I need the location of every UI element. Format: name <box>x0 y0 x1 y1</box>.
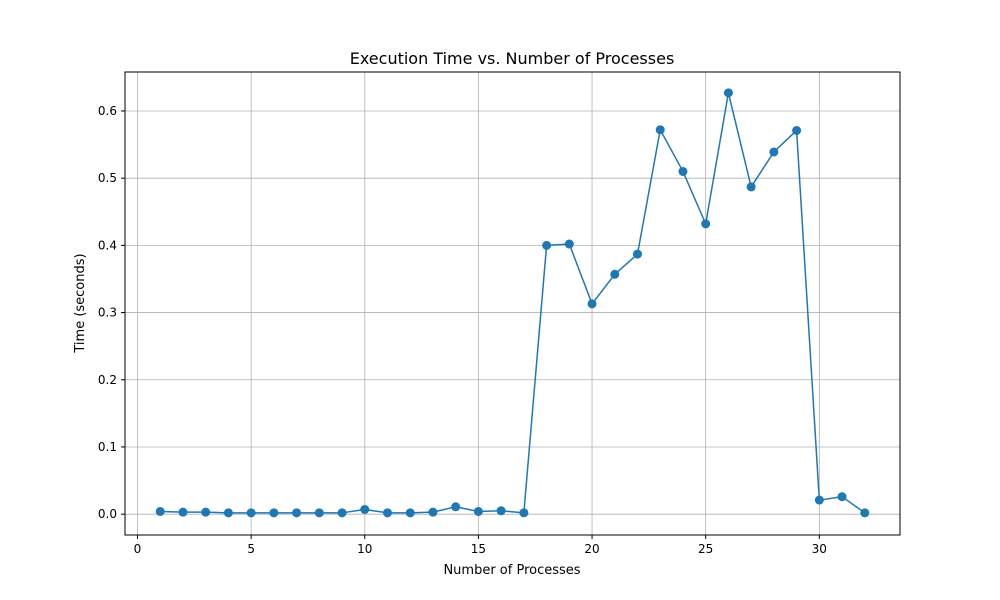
x-axis-ticks: 0 5 10 15 20 25 30 <box>134 535 827 556</box>
data-point <box>269 508 279 518</box>
data-point <box>360 504 370 514</box>
x-tick-label: 15 <box>471 542 486 556</box>
x-tick-label: 10 <box>357 542 372 556</box>
x-tick-label: 5 <box>247 542 255 556</box>
data-point <box>837 492 847 502</box>
data-point <box>428 507 438 517</box>
x-tick-label: 20 <box>584 542 599 556</box>
x-tick-label: 30 <box>812 542 827 556</box>
x-tick-label: 25 <box>698 542 713 556</box>
series <box>155 88 870 518</box>
data-point <box>723 88 733 98</box>
y-tick-label: 0.0 <box>98 507 117 521</box>
data-point <box>451 502 461 512</box>
y-tick-label: 0.1 <box>98 440 117 454</box>
data-point <box>314 508 324 518</box>
data-point <box>383 508 392 518</box>
y-tick-label: 0.3 <box>98 306 117 320</box>
data-point <box>246 508 256 518</box>
x-tick-label: 0 <box>134 542 142 556</box>
data-point <box>701 219 711 229</box>
data-point <box>337 508 347 518</box>
data-point <box>223 508 233 518</box>
data-point <box>496 506 506 516</box>
data-point <box>292 508 302 518</box>
data-point <box>655 125 665 135</box>
data-point <box>792 125 802 135</box>
data-point <box>769 147 779 157</box>
chart-title: Execution Time vs. Number of Processes <box>350 49 675 68</box>
data-point <box>542 240 552 250</box>
y-tick-label: 0.5 <box>98 171 117 185</box>
data-point <box>155 506 165 516</box>
data-point <box>178 507 188 517</box>
y-tick-label: 0.2 <box>98 373 117 387</box>
y-tick-label: 0.4 <box>98 238 117 252</box>
data-point <box>746 182 756 192</box>
data-point <box>633 249 642 259</box>
data-point <box>610 269 620 279</box>
data-point <box>587 299 597 309</box>
data-point <box>678 166 688 176</box>
data-point <box>201 507 211 517</box>
data-point <box>473 506 483 516</box>
plot-frame <box>124 71 901 536</box>
data-point <box>564 239 574 249</box>
x-axis-label: Number of Processes <box>443 563 580 578</box>
y-tick-label: 0.6 <box>98 104 117 118</box>
data-point <box>860 508 870 518</box>
data-point <box>519 508 529 518</box>
y-axis-label: Time (seconds) <box>73 253 88 353</box>
data-point <box>814 495 824 505</box>
y-axis-ticks: 0.0 0.1 0.2 0.3 0.4 0.5 0.6 <box>98 104 125 521</box>
data-point <box>405 508 415 518</box>
